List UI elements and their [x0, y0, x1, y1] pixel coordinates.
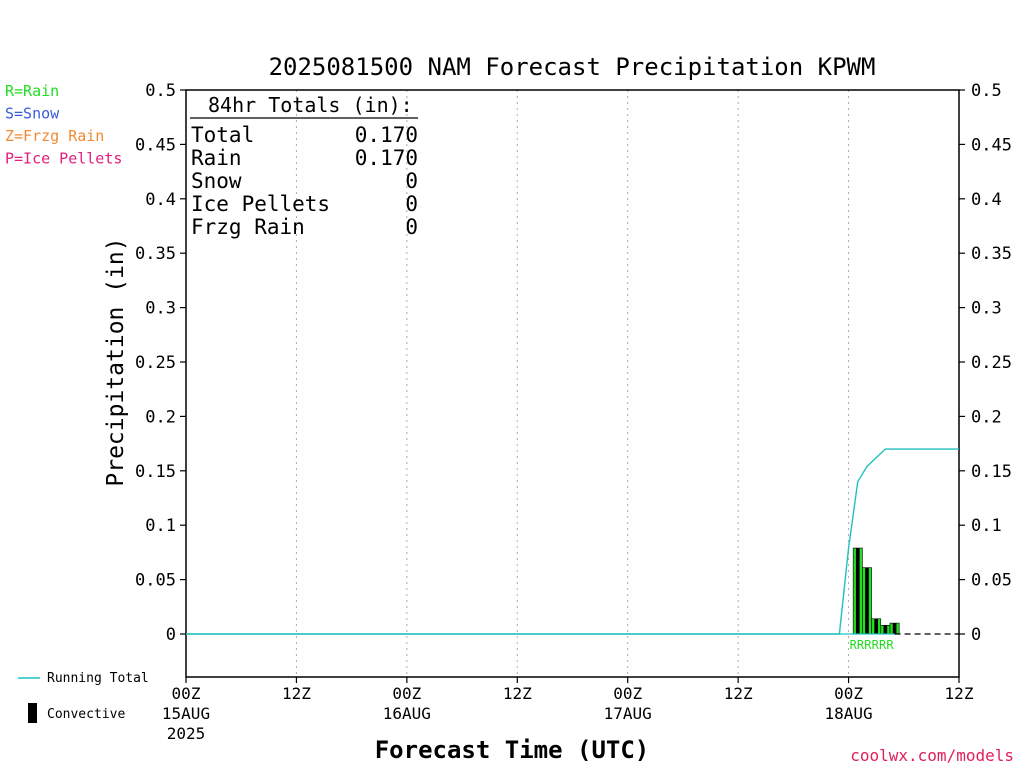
convective-bar [892, 623, 897, 634]
x-tick-date-label: 17AUG [604, 704, 652, 723]
totals-row-value: 0 [405, 169, 418, 193]
precip-type-legend-entry: Z=Frzg Rain [5, 127, 104, 145]
y-tick-label-left: 0.45 [135, 135, 176, 155]
y-tick-label-right: 0.5 [971, 81, 1002, 101]
x-tick-label: 12Z [945, 684, 974, 703]
totals-row-value: 0 [405, 192, 418, 216]
convective-legend-label: Convective [47, 707, 125, 722]
x-tick-label: 12Z [724, 684, 753, 703]
plot-frame [185, 89, 960, 678]
x-tick-label: 00Z [392, 684, 421, 703]
grid-lines [295, 90, 850, 677]
y-tick-label-left: 0.25 [135, 353, 176, 373]
y-tick-label-right: 0 [971, 625, 981, 645]
x-tick-date-label: 15AUG [162, 704, 210, 723]
totals-row-value: 0.170 [355, 123, 418, 147]
totals-row-label: Rain [191, 146, 242, 170]
x-axis-label: Forecast Time (UTC) [375, 736, 650, 764]
y-tick-label-right: 0.15 [971, 462, 1012, 482]
y-tick-label-left: 0.05 [135, 571, 176, 591]
x-tick-date-label: 18AUG [824, 704, 872, 723]
y-tick-label-right: 0.3 [971, 299, 1002, 319]
credit-text: coolwx.com/models [850, 746, 1014, 765]
convective-bar [883, 625, 888, 634]
y-tick-label-left: 0.5 [145, 81, 176, 101]
precip-type-mark: R [850, 638, 858, 652]
x-tick-label: 00Z [613, 684, 642, 703]
totals-row-label: Total [191, 123, 254, 147]
convective-bar [855, 548, 860, 634]
y-tick-label-right: 0.35 [971, 244, 1012, 264]
precip-type-legend-entry: S=Snow [5, 105, 60, 123]
bar-series [852, 547, 900, 635]
precip-type-legend-entry: P=Ice Pellets [5, 150, 122, 168]
totals-row-label: Snow [191, 169, 242, 193]
y-tick-label-right: 0.4 [971, 190, 1002, 210]
line-series [186, 448, 959, 635]
totals-box: 84hr Totals (in): Total 0.170 Rain 0.170 Sno… [190, 93, 418, 239]
y-tick-label-right: 0.2 [971, 407, 1002, 427]
totals-row-label: Ice Pellets [191, 192, 330, 216]
precip-type-legend-entry: R=Rain [5, 82, 59, 100]
y-tick-label-right: 0.25 [971, 353, 1012, 373]
convective-bar [865, 567, 869, 634]
axis-ticks: 0 00.05 0.050.1 0.10.15 0.150.2 0.20.25 0.250.… [135, 81, 1012, 743]
precip-type-mark: R [886, 638, 894, 652]
y-tick-label-left: 0 [166, 625, 176, 645]
running-total-line [186, 448, 959, 635]
x-tick-label: 12Z [503, 684, 532, 703]
convective-legend-swatch [28, 703, 37, 723]
chart-title: 2025081500 NAM Forecast Precipitation KP… [269, 53, 876, 81]
x-tick-label: 12Z [282, 684, 311, 703]
convective-bar [874, 618, 879, 634]
x-tick-label: 00Z [834, 684, 863, 703]
x-tick-year-label: 2025 [167, 724, 206, 743]
y-axis-label: Precipitation (in) [103, 237, 129, 486]
y-tick-label-right: 0.05 [971, 571, 1012, 591]
totals-row-value: 0 [405, 215, 418, 239]
precip-type-legend: R=Rain S=Snow Z=Frzg Rain P=Ice Pellets [5, 82, 122, 168]
y-tick-label-right: 0.1 [971, 516, 1002, 536]
y-tick-label-left: 0.2 [145, 407, 176, 427]
y-tick-label-left: 0.15 [135, 462, 176, 482]
precip-type-mark: R [879, 638, 887, 652]
y-tick-label-left: 0.4 [145, 190, 176, 210]
precip-type-mark: R [857, 638, 865, 652]
series-legend: Running Total Convective [18, 671, 149, 723]
precip-type-mark: R [864, 638, 872, 652]
totals-header: 84hr Totals (in): [208, 93, 413, 117]
x-tick-label: 00Z [172, 684, 201, 703]
precip-type-mark: R [872, 638, 880, 652]
y-tick-label-right: 0.45 [971, 135, 1012, 155]
y-tick-label-left: 0.35 [135, 244, 176, 264]
x-tick-date-label: 16AUG [383, 704, 431, 723]
running-total-legend-label: Running Total [47, 671, 149, 686]
totals-row-label: Frzg Rain [191, 215, 305, 239]
totals-row-value: 0.170 [355, 146, 418, 170]
y-tick-label-left: 0.1 [145, 516, 176, 536]
y-tick-label-left: 0.3 [145, 299, 176, 319]
